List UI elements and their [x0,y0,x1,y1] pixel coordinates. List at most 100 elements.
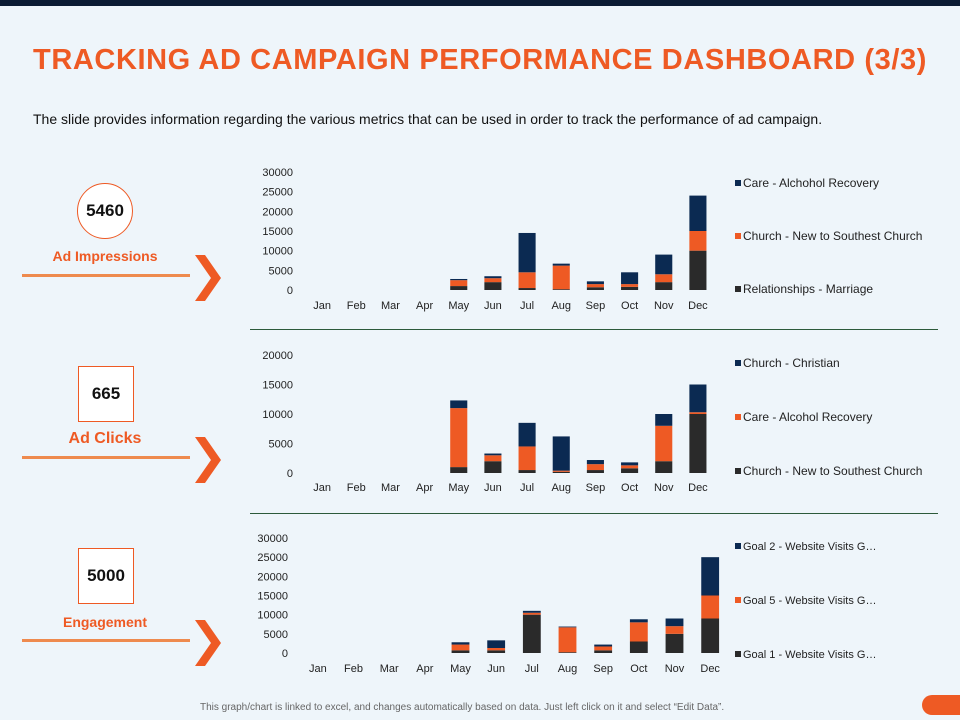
bar-segment [518,446,536,471]
bar-segment [484,461,502,473]
bar-segment [621,272,639,285]
chevron-right-icon [195,620,221,666]
x-tick-label: May [448,300,469,312]
bar-segment [552,471,570,473]
x-tick-label: Jun [484,300,502,312]
x-tick-label: Jul [520,300,534,312]
bar-segment [689,412,707,414]
bar-segment [484,278,502,283]
y-tick-label: 20000 [257,571,288,583]
kpi-ad-clicks-underline [22,456,190,459]
legend-label: Goal 2 - Website Visits G… [743,541,876,553]
bar-segment [701,595,720,619]
kpi-ad-impressions-value: 5460 [77,183,133,239]
bar-segment [484,453,502,456]
bar-segment [558,627,577,653]
kpi-engagement-underline [22,639,190,642]
y-tick-label: 30000 [262,167,293,179]
y-tick-label: 30000 [257,533,288,545]
bar-segment [518,422,536,447]
bar-segment [701,618,720,653]
bar-segment [518,232,536,273]
legend-swatch [735,233,741,239]
x-tick-label: Jun [484,482,502,494]
x-tick-label: Apr [416,300,433,312]
bar-segment [451,642,470,645]
legend-swatch [735,286,741,292]
clicks-stacked-bar-chart: 20000 15000 10000 5000 0 Jan Feb Mar Apr May Jun Ju… [262,350,922,494]
y-tick-label: 0 [287,468,293,480]
kpi-ad-clicks-value: 665 [78,366,134,422]
y-tick-label: 15000 [262,380,293,392]
bar-segment [484,282,502,290]
y-tick-label: 25000 [262,187,293,199]
bar-segment [629,622,648,642]
y-tick-label: 0 [282,648,288,660]
legend-swatch [735,468,741,474]
bar-segment [450,467,468,473]
bar-segment [586,287,604,290]
x-tick-label: May [448,482,469,494]
bar-segment [621,465,639,469]
bar-segment [594,646,613,651]
legend-label: Church - Christian [743,356,840,370]
bar-segment [451,644,470,651]
bar-segment [450,286,468,290]
footer-note: This graph/chart is linked to excel, and… [200,702,725,713]
x-tick-label: Jun [487,663,505,675]
x-tick-label: Apr [416,482,433,494]
bar-segment [621,462,639,466]
bar-segment [629,641,648,653]
x-tick-label: Jan [313,482,331,494]
x-tick-label: Feb [344,663,363,675]
x-tick-label: Sep [586,300,606,312]
x-tick-label: Mar [381,300,400,312]
bar-segment [484,455,502,462]
kpi-ad-impressions-label: Ad Impressions [52,248,158,264]
x-tick-label: Oct [621,300,638,312]
y-tick-label: 10000 [262,409,293,421]
y-tick-label: 15000 [262,226,293,238]
bar-segment [552,289,570,290]
legend-swatch [735,360,741,366]
x-tick-label: Aug [551,300,571,312]
x-tick-label: Oct [621,482,638,494]
bar-segment [586,281,604,285]
y-tick-label: 5000 [264,629,288,641]
y-tick-label: 5000 [269,439,293,451]
bar-segment [586,470,604,473]
legend-swatch [735,651,741,657]
legend-label: Goal 1 - Website Visits G… [743,649,876,661]
bar-segment [655,282,673,290]
section-divider [250,513,938,514]
bar-segment [621,468,639,473]
bar-segment [655,425,673,462]
bar-segment [665,618,684,627]
bar-segment [518,272,536,289]
bar-segment [629,619,648,623]
bar-segment [689,414,707,473]
legend-label: Church - New to Southest Church [743,464,922,478]
bar-segment [558,652,577,653]
legend-label: Relationships - Marriage [743,282,873,296]
chevron-right-icon [195,255,221,301]
bar-segment [484,276,502,279]
bar-segment [522,612,541,615]
x-tick-label: Feb [347,300,366,312]
x-tick-label: Oct [630,663,647,675]
kpi-ad-clicks-label: Ad Clicks [68,430,142,447]
x-tick-label: Jul [525,663,539,675]
x-tick-label: Dec [688,300,708,312]
bar-segment [665,626,684,634]
x-tick-label: Mar [380,663,399,675]
y-tick-label: 5000 [269,265,293,277]
x-tick-label: Aug [558,663,578,675]
bar-segment [558,626,577,628]
bar-segment [655,274,673,283]
y-tick-label: 20000 [262,206,293,218]
x-tick-label: Feb [347,482,366,494]
bar-segment [689,250,707,290]
x-tick-label: Dec [688,482,708,494]
y-tick-label: 20000 [262,350,293,362]
chevron-right-icon [195,437,221,483]
